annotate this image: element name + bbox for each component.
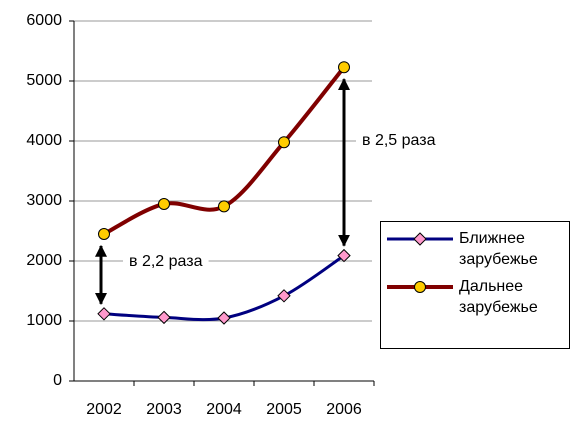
legend-icon bbox=[387, 281, 453, 293]
marker bbox=[338, 61, 350, 74]
marker bbox=[217, 311, 231, 325]
legend-entry: Ближнее зарубежье bbox=[381, 228, 569, 270]
y-tick-label: 6000 bbox=[26, 12, 62, 29]
legend-icon bbox=[387, 232, 453, 246]
legend-entry: Дальнее зарубежье bbox=[381, 276, 569, 318]
x-tick-label: 2002 bbox=[86, 401, 122, 418]
marker bbox=[278, 136, 290, 149]
marker bbox=[98, 228, 110, 240]
marker bbox=[218, 200, 230, 213]
annotation: в 2,5 раза bbox=[362, 132, 436, 149]
y-tick-label: 3000 bbox=[26, 192, 62, 209]
x-tick-label: 2006 bbox=[326, 401, 362, 418]
annotation: в 2,2 раза bbox=[129, 253, 203, 270]
y-tick-label: 4000 bbox=[26, 132, 62, 149]
x-tick-label: 2005 bbox=[266, 401, 302, 418]
marker bbox=[97, 307, 111, 321]
marker bbox=[277, 289, 291, 303]
marker bbox=[413, 232, 427, 246]
legend-label: Дальнее зарубежье bbox=[459, 278, 538, 316]
legend: Ближнее зарубежье Дальнее зарубежье bbox=[380, 221, 570, 349]
legend-label: Ближнее зарубежье bbox=[459, 230, 538, 268]
marker bbox=[158, 198, 170, 210]
x-tick-label: 2004 bbox=[206, 401, 242, 418]
y-tick-label: 1000 bbox=[26, 312, 62, 329]
marker bbox=[157, 310, 171, 325]
annotation-bg bbox=[123, 250, 209, 274]
y-tick-label: 2000 bbox=[26, 252, 62, 269]
annotation-bg bbox=[356, 129, 442, 153]
marker bbox=[414, 281, 426, 293]
x-tick-label: 2003 bbox=[146, 401, 182, 418]
y-tick-label: 5000 bbox=[26, 72, 62, 89]
y-tick-label: 0 bbox=[53, 372, 62, 389]
marker bbox=[337, 248, 351, 263]
